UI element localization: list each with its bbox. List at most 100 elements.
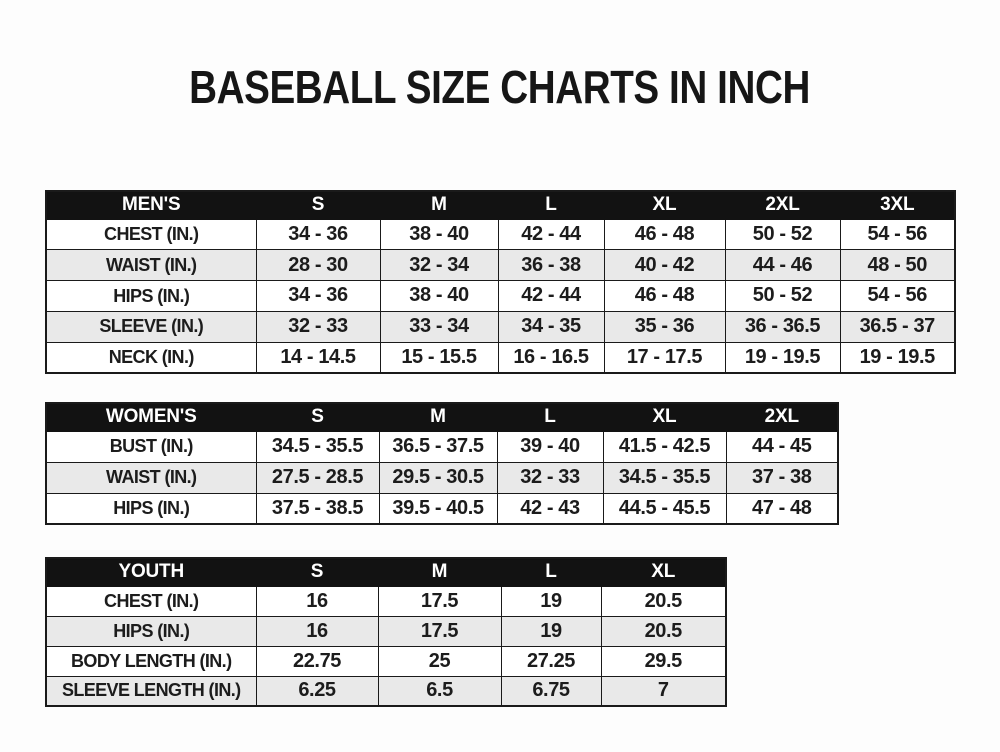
size-value-cell: 42 - 43 [496,492,604,525]
size-value-cell: 36.5 - 37 [839,310,956,343]
size-value-cell: 39 - 40 [496,430,604,463]
size-value-cell: 50 - 52 [724,280,841,312]
table-row: WAIST (IN.) 28 - 30 32 - 34 36 - 38 40 - 42 4… [45,249,956,282]
column-header: S [255,190,381,220]
size-value-cell: 54 - 56 [839,218,956,251]
youth-size-table: YOUTH S M L XL CHEST (IN.) 16 17.5 19 20.5 HIPS (I… [45,557,727,707]
size-value-cell: 25 [377,645,502,677]
column-header: 3XL [839,190,956,220]
table-row: SLEEVE LENGTH (IN.) 6.25 6.5 6.75 7 [45,675,727,707]
mens-size-table: MEN'S S M L XL 2XL 3XL CHEST (IN.) 34 - 36 38 - 4… [45,190,956,374]
womens-size-table: WOMEN'S S M L XL 2XL BUST (IN.) 34.5 - 35.5 36.5… [45,402,839,525]
column-header: M [377,557,502,587]
row-label: SLEEVE (IN.) [45,310,257,343]
size-value-cell: 16 [255,585,379,617]
size-value-cell: 7 [600,675,727,707]
size-value-cell: 36 - 38 [497,249,605,282]
size-value-cell: 16 - 16.5 [497,341,605,374]
column-header: S [255,557,379,587]
size-value-cell: 29.5 [600,645,727,677]
column-header: L [496,402,604,432]
column-header: 2XL [725,402,839,432]
row-label: HIPS (IN.) [45,280,257,312]
size-value-cell: 39.5 - 40.5 [378,492,498,525]
row-label: WAIST (IN.) [45,461,257,494]
column-header: XL [600,557,727,587]
table-row: BODY LENGTH (IN.) 22.75 25 27.25 29.5 [45,645,727,677]
header-row: MEN'S S M L XL 2XL 3XL [45,190,956,220]
column-header: 2XL [724,190,841,220]
size-value-cell: 22.75 [255,645,379,677]
size-value-cell: 33 - 34 [379,310,499,343]
row-label: SLEEVE LENGTH (IN.) [45,675,257,707]
row-label: BUST (IN.) [45,430,257,463]
table-row: SLEEVE (IN.) 32 - 33 33 - 34 34 - 35 35 - 36… [45,310,956,343]
size-value-cell: 46 - 48 [603,280,726,312]
row-label: CHEST (IN.) [45,218,257,251]
size-value-cell: 38 - 40 [379,218,499,251]
column-header: XL [603,190,726,220]
size-value-cell: 36 - 36.5 [724,310,841,343]
row-label: CHEST (IN.) [45,585,257,617]
row-label: WAIST (IN.) [45,249,257,282]
table-row: BUST (IN.) 34.5 - 35.5 36.5 - 37.5 39 - 40 4… [45,430,839,463]
size-value-cell: 34 - 35 [497,310,605,343]
size-value-cell: 17 - 17.5 [603,341,726,374]
column-header: XL [602,402,727,432]
size-value-cell: 42 - 44 [497,218,605,251]
size-value-cell: 35 - 36 [603,310,726,343]
table-row: HIPS (IN.) 16 17.5 19 20.5 [45,615,727,647]
column-header: M [378,402,498,432]
header-row: WOMEN'S S M L XL 2XL [45,402,839,432]
page-title: BASEBALL SIZE CHARTS IN INCH [0,62,1000,113]
size-value-cell: 14 - 14.5 [255,341,381,374]
table-title-cell: YOUTH [45,557,257,587]
size-value-cell: 48 - 50 [839,249,956,282]
size-value-cell: 40 - 42 [603,249,726,282]
size-value-cell: 41.5 - 42.5 [602,430,727,463]
column-header: M [379,190,499,220]
size-value-cell: 19 - 19.5 [839,341,956,374]
size-value-cell: 34.5 - 35.5 [255,430,380,463]
page-title-text: BASEBALL SIZE CHARTS IN INCH [189,61,811,113]
table-row: CHEST (IN.) 16 17.5 19 20.5 [45,585,727,617]
size-value-cell: 37 - 38 [725,461,839,494]
table-title-cell: WOMEN'S [45,402,257,432]
size-value-cell: 19 [500,585,602,617]
table-row: CHEST (IN.) 34 - 36 38 - 40 42 - 44 46 - 48 5… [45,218,956,251]
size-value-cell: 17.5 [377,585,502,617]
row-label: BODY LENGTH (IN.) [45,645,257,677]
size-value-cell: 36.5 - 37.5 [378,430,498,463]
column-header: L [500,557,602,587]
size-value-cell: 27.25 [500,645,602,677]
size-value-cell: 6.5 [377,675,502,707]
row-label: HIPS (IN.) [45,615,257,647]
size-value-cell: 29.5 - 30.5 [378,461,498,494]
table-title-cell: MEN'S [45,190,257,220]
size-value-cell: 46 - 48 [603,218,726,251]
table-row: WAIST (IN.) 27.5 - 28.5 29.5 - 30.5 32 - 33… [45,461,839,494]
size-value-cell: 38 - 40 [379,280,499,312]
size-value-cell: 42 - 44 [497,280,605,312]
size-value-cell: 44 - 45 [725,430,839,463]
size-value-cell: 37.5 - 38.5 [255,492,380,525]
size-value-cell: 19 [500,615,602,647]
table-row: NECK (IN.) 14 - 14.5 15 - 15.5 16 - 16.5 17 … [45,341,956,374]
size-value-cell: 32 - 33 [496,461,604,494]
header-row: YOUTH S M L XL [45,557,727,587]
size-value-cell: 54 - 56 [839,280,956,312]
size-value-cell: 44.5 - 45.5 [602,492,727,525]
size-value-cell: 47 - 48 [725,492,839,525]
size-value-cell: 32 - 33 [255,310,381,343]
size-value-cell: 17.5 [377,615,502,647]
size-value-cell: 16 [255,615,379,647]
size-value-cell: 20.5 [600,585,727,617]
size-value-cell: 32 - 34 [379,249,499,282]
size-value-cell: 34 - 36 [255,280,381,312]
table-row: HIPS (IN.) 37.5 - 38.5 39.5 - 40.5 42 - 43 4… [45,492,839,525]
row-label: NECK (IN.) [45,341,257,374]
size-value-cell: 20.5 [600,615,727,647]
size-value-cell: 27.5 - 28.5 [255,461,380,494]
column-header: L [497,190,605,220]
